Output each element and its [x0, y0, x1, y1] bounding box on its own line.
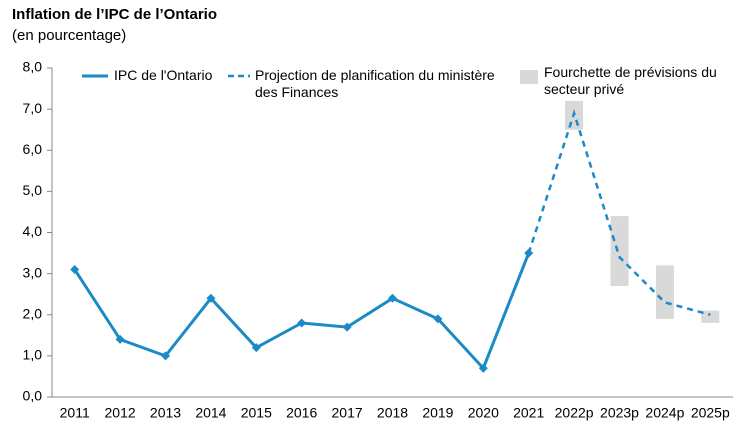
x-tick-label: 2019: [422, 405, 453, 421]
marker: [206, 293, 216, 303]
legend-label: Projection de planification du ministère…: [255, 67, 495, 100]
line-series: [73, 252, 531, 371]
marker: [115, 334, 125, 344]
x-tick-label: 2024p: [645, 405, 684, 421]
y-tick-label: 6,0: [23, 141, 43, 157]
range-bar: [655, 265, 674, 319]
y-tick-label: 7,0: [23, 100, 43, 116]
x-tick-label: 2025p: [691, 405, 730, 421]
x-tick-label: 2016: [286, 405, 317, 421]
x-tick-label: 2022p: [555, 405, 594, 421]
x-tick-label: 2013: [150, 405, 181, 421]
marker: [161, 351, 170, 361]
chart-title: Inflation de l’IPC de l’Ontario: [12, 6, 218, 23]
y-tick-label: 1,0: [23, 347, 43, 363]
legend-label: Fourchette de prévisions du secteur priv…: [544, 64, 717, 97]
marker: [433, 314, 443, 324]
marker: [342, 322, 352, 332]
x-tick-label: 2021: [513, 405, 544, 421]
y-tick-label: 4,0: [23, 223, 43, 239]
legend-label: IPC de l'Ontario: [114, 67, 213, 83]
range-bar: [610, 216, 629, 286]
y-tick-label: 5,0: [23, 182, 43, 198]
y-tick-label: 8,0: [23, 59, 43, 75]
y-tick-label: 0,0: [23, 388, 43, 404]
x-tick-label: 2023p: [600, 405, 639, 421]
x-tick-label: 2015: [241, 405, 272, 421]
marker: [297, 318, 307, 328]
y-tick-label: 2,0: [23, 305, 43, 321]
x-tick-label: 2018: [377, 405, 408, 421]
marker: [251, 343, 261, 353]
x-tick-label: 2011: [60, 405, 90, 421]
marker: [388, 293, 397, 303]
y-tick-label: 3,0: [23, 264, 43, 280]
line-series: [527, 109, 711, 316]
x-tick-label: 2012: [105, 405, 136, 421]
x-tick-label: 2014: [195, 405, 226, 421]
marker: [70, 265, 80, 275]
legend-swatch: [520, 70, 538, 84]
marker: [478, 363, 488, 373]
x-tick-label: 2017: [332, 405, 363, 421]
range-bar: [701, 310, 720, 323]
chart-subtitle: (en pourcentage): [12, 27, 127, 44]
x-tick-label: 2020: [468, 405, 499, 421]
